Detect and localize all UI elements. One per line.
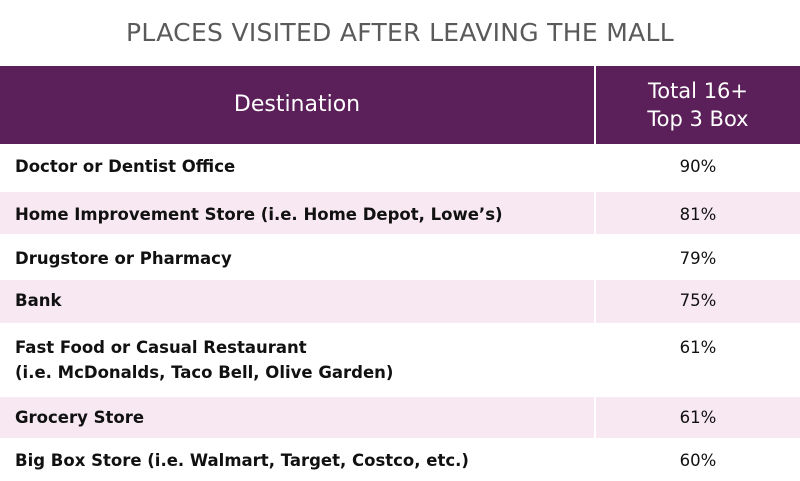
table-row: Bank 75% — [0, 278, 800, 323]
row-destination: Fast Food or Casual Restaurant (i.e. McD… — [15, 335, 585, 385]
table-row: Big Box Store (i.e. Walmart, Target, Cos… — [0, 438, 800, 481]
row-destination: Drugstore or Pharmacy — [15, 246, 585, 271]
column-divider — [594, 323, 596, 395]
row-destination: Big Box Store (i.e. Walmart, Target, Cos… — [15, 448, 585, 473]
row-destination: Bank — [15, 288, 585, 313]
header-total-line1: Total 16+ — [647, 79, 749, 103]
row-value: 75% — [679, 291, 717, 310]
row-value: 60% — [679, 451, 717, 470]
row-destination-line1: Grocery Store — [15, 408, 145, 427]
row-value: 61% — [679, 408, 717, 427]
row-destination-line1: Doctor or Dentist Office — [15, 157, 236, 176]
table-row: Drugstore or Pharmacy 79% — [0, 234, 800, 278]
header-total-line2: Top 3 Box — [647, 107, 749, 131]
row-destination-line1: Big Box Store (i.e. Walmart, Target, Cos… — [15, 451, 469, 470]
row-destination-line1: Home Improvement Store (i.e. Home Depot,… — [15, 205, 503, 224]
table-row: Home Improvement Store (i.e. Home Depot,… — [0, 190, 800, 234]
table-row: Doctor or Dentist Office 90% — [0, 144, 800, 190]
column-divider — [594, 190, 596, 234]
column-divider — [594, 395, 596, 438]
row-destination-line1: Drugstore or Pharmacy — [15, 249, 232, 268]
row-destination-line1: Fast Food or Casual Restaurant — [15, 338, 307, 357]
header-total: Total 16+ Top 3 Box — [596, 66, 800, 144]
header-destination: Destination — [233, 92, 361, 117]
column-divider — [594, 278, 596, 323]
column-divider — [594, 234, 596, 278]
destinations-table: Destination Total 16+ Top 3 Box Doctor o… — [0, 66, 800, 481]
row-destination-line2: (i.e. McDonalds, Taco Bell, Olive Garden… — [15, 363, 394, 382]
table-row: Grocery Store 61% — [0, 395, 800, 438]
page-title: PLACES VISITED AFTER LEAVING THE MALL — [126, 18, 674, 47]
row-value: 61% — [679, 338, 717, 357]
row-value: 81% — [679, 205, 717, 224]
column-divider — [594, 144, 596, 190]
row-destination: Home Improvement Store (i.e. Home Depot,… — [15, 202, 585, 227]
table-header: Destination Total 16+ Top 3 Box — [0, 66, 800, 144]
row-separator — [0, 190, 800, 192]
row-destination-line1: Bank — [15, 291, 62, 310]
header-divider — [594, 66, 596, 144]
table-row: Fast Food or Casual Restaurant (i.e. McD… — [0, 323, 800, 395]
row-destination: Doctor or Dentist Office — [15, 154, 585, 179]
row-separator — [0, 278, 800, 280]
column-divider — [594, 438, 596, 481]
row-destination: Grocery Store — [15, 405, 585, 430]
row-value: 79% — [679, 249, 717, 268]
row-separator — [0, 395, 800, 397]
row-value: 90% — [679, 157, 717, 176]
